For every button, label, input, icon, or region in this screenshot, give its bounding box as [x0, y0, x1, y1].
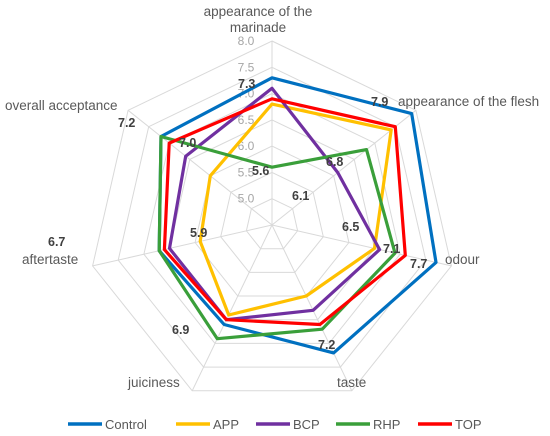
data-label: 7.1 — [383, 242, 400, 256]
axis-label: overall acceptance — [5, 98, 118, 113]
data-label: 7.9 — [371, 95, 388, 109]
grid-ring — [220, 171, 324, 273]
axis-label: taste — [337, 375, 366, 390]
axis-label: juiciness — [127, 375, 180, 390]
tick-label: 5.5 — [238, 165, 255, 179]
legend-label: TOP — [455, 417, 482, 432]
data-label: 7.3 — [238, 77, 255, 91]
grid-spoke — [92, 224, 273, 267]
grid-spoke — [271, 224, 452, 267]
data-label: 6.7 — [48, 235, 65, 249]
tick-labels: 5.05.56.06.57.07.58.0 — [238, 34, 255, 206]
tick-label: 7.5 — [238, 60, 255, 74]
series-line-rhp — [157, 134, 397, 341]
data-label: 6.8 — [326, 155, 343, 169]
series-line-top — [162, 97, 407, 327]
series-group — [157, 76, 438, 355]
grid-ring — [117, 66, 427, 368]
data-label: 5.9 — [190, 226, 207, 240]
axis-label: odour — [445, 252, 480, 267]
data-label: 7.2 — [118, 116, 135, 130]
grid-spoke — [191, 224, 273, 392]
grid-spoke — [271, 224, 353, 392]
legend-label: RHP — [373, 417, 400, 432]
axis-label: appearance of the flesh — [398, 94, 539, 109]
grid-ring — [143, 93, 401, 344]
grid-ring — [92, 40, 452, 392]
axis-label: appearance of the — [204, 4, 313, 19]
axis-label: marinade — [230, 20, 286, 35]
legend-label: APP — [213, 417, 239, 432]
data-label: 6.1 — [292, 189, 309, 203]
data-label: 7.2 — [318, 338, 335, 352]
data-label: 6.9 — [172, 323, 189, 337]
data-label: 7.0 — [179, 136, 196, 150]
series-line-bcp — [167, 86, 382, 322]
grid-ring — [168, 119, 376, 321]
tick-label: 6.5 — [238, 113, 255, 127]
series-line-app — [198, 102, 393, 317]
legend-label: BCP — [293, 417, 320, 432]
axis-label: aftertaste — [22, 252, 78, 267]
tick-label: 6.0 — [238, 139, 255, 153]
radar-grid — [92, 40, 452, 392]
legend: Control APP BCP RHP TOP — [68, 417, 482, 432]
data-label: 5.6 — [252, 164, 269, 178]
data-label: 7.7 — [410, 257, 427, 271]
grid-spoke — [127, 109, 273, 226]
legend-label: Control — [105, 417, 147, 432]
data-label: 6.5 — [342, 220, 359, 234]
tick-label: 8.0 — [238, 34, 255, 48]
data-labels: 7.3 7.9 7.7 7.2 6.9 6.7 7.2 5.6 6.1 6.8 6.5 7.1 5.9 7… — [48, 77, 427, 352]
tick-label: 5.0 — [238, 192, 255, 206]
grid-ring — [245, 198, 299, 250]
